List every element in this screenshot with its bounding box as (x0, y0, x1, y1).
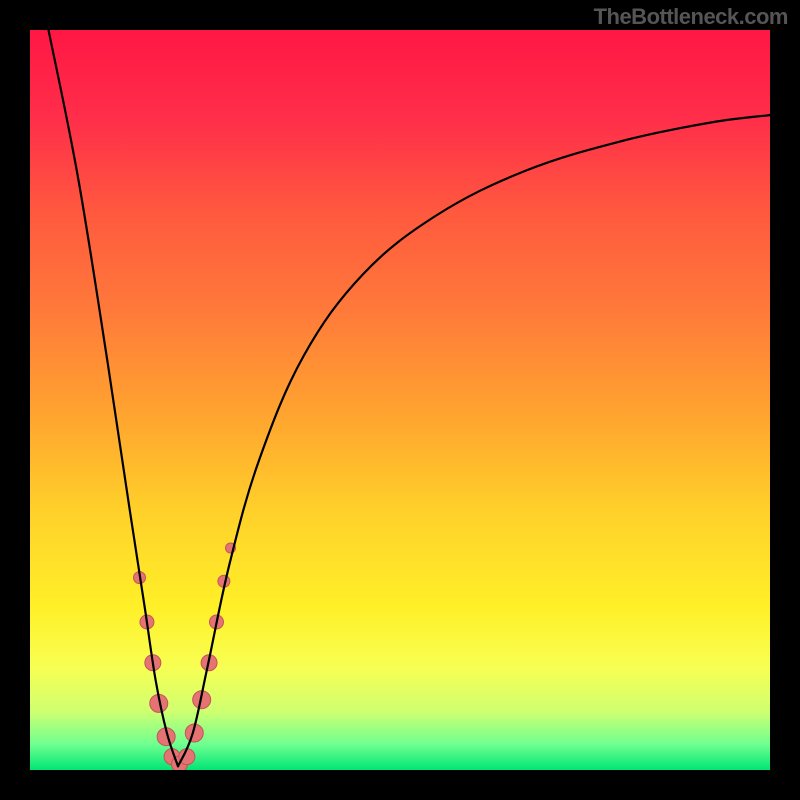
plot-gradient (30, 30, 770, 770)
watermark-text: TheBottleneck.com (594, 4, 788, 30)
bottleneck-chart: TheBottleneck.com (0, 0, 800, 800)
chart-svg (0, 0, 800, 800)
